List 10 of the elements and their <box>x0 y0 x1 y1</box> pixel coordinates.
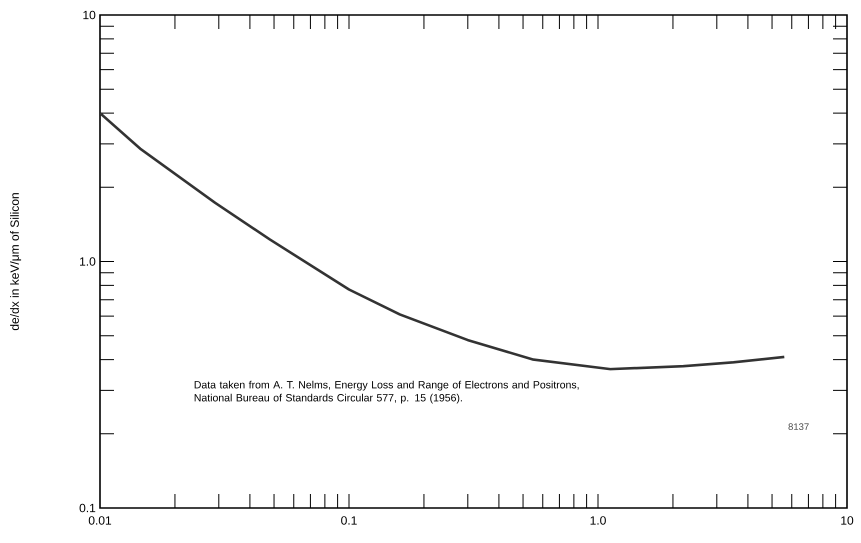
x-tick-label: 0.1 <box>341 516 357 525</box>
x-tick-label: 0.01 <box>88 516 112 525</box>
x-tick-label: 10 <box>841 516 854 525</box>
annotation: Data taken from A. T. Nelms, Energy Loss and Range of Electrons and Positrons, National Bureau of Standards Circular 577, p. 15 (1956). <box>194 380 579 404</box>
annotation: 8137 <box>788 423 809 430</box>
y-tick-label: 1.0 <box>80 257 96 266</box>
y-tick-label: 0.1 <box>80 504 96 512</box>
x-tick-label: 1.0 <box>590 516 606 525</box>
y-tick-label: 10 <box>83 10 96 20</box>
y-axis-title: de/dx in keV/μm of Silicon <box>10 193 22 330</box>
